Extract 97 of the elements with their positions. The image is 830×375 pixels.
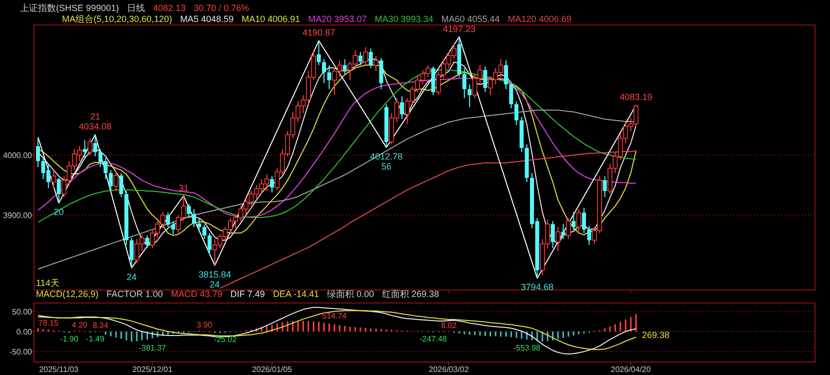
text: MA120 4006.69 xyxy=(508,14,572,24)
candlestick xyxy=(587,225,592,246)
candlestick xyxy=(368,48,373,69)
annotation: -247.48 xyxy=(420,334,448,344)
y-tick-label: 0.00 xyxy=(16,327,33,336)
annotation: 114天 xyxy=(36,278,60,288)
text: DIF 7.49 xyxy=(230,289,265,299)
candlestick xyxy=(374,56,378,72)
text: 4082.13 xyxy=(153,3,186,13)
annotation: 4197.23 xyxy=(442,24,476,34)
candlestick xyxy=(582,207,586,234)
candlestick xyxy=(192,208,196,228)
candlestick xyxy=(379,57,384,90)
candlestick xyxy=(202,224,206,240)
candlestick xyxy=(358,51,362,66)
annotation: FACTOR 1.00 xyxy=(106,289,163,299)
candlestick xyxy=(322,58,326,84)
x-tick-label: 2026/03/02 xyxy=(428,365,470,374)
candlestick xyxy=(431,66,436,96)
candlestick xyxy=(82,140,87,159)
candlestick xyxy=(561,224,566,240)
candlestick xyxy=(145,234,150,249)
candlestick xyxy=(566,218,571,240)
candlestick xyxy=(400,96,404,120)
annotation: 3815.84 xyxy=(198,270,232,280)
x-tick-label: 2025/11/03 xyxy=(39,365,80,374)
candlestick xyxy=(51,170,56,189)
candlestick xyxy=(166,212,170,228)
legend-title: MA组合(5,10,20,30,60,120) xyxy=(62,14,172,24)
candlestick xyxy=(576,208,582,232)
candlestick xyxy=(556,226,560,252)
text: MA20 3953.07 xyxy=(308,14,367,24)
candlestick xyxy=(208,232,212,255)
candlestick xyxy=(171,220,176,235)
text: 30.70 / 0.76% xyxy=(194,3,250,13)
candlestick xyxy=(468,84,472,108)
annotation: 3.90 xyxy=(196,320,213,330)
x-tick-label: 2025/12/01 xyxy=(132,365,173,374)
chart-title: 上证指数(SHSE 999001) xyxy=(20,3,120,13)
annotation: 21 xyxy=(90,112,100,122)
annotation: 红面积 269.38 xyxy=(382,289,440,299)
annotation: 4083.19 xyxy=(620,92,652,102)
candlestick xyxy=(56,177,61,204)
annotation: 4190.87 xyxy=(302,28,336,38)
annotation: -381.37 xyxy=(138,344,167,353)
candlestick xyxy=(602,176,607,198)
candlestick xyxy=(327,64,332,90)
text: 269.38 xyxy=(642,330,670,340)
y-tick-label: 50.00 xyxy=(12,307,33,316)
annotation: 24 xyxy=(126,272,137,282)
annotation: 8.02 xyxy=(441,321,458,330)
series-label: DEA -14.41 xyxy=(272,289,319,299)
candlestick xyxy=(363,46,368,66)
candlestick xyxy=(119,172,124,198)
annotation: 8.34 xyxy=(92,321,109,330)
y-tick-label: 3900.00 xyxy=(3,211,33,220)
candlestick xyxy=(186,204,191,219)
annotation: 31 xyxy=(178,182,189,193)
y-tick-label: -50.00 xyxy=(9,348,33,357)
annotation: 514.74 xyxy=(322,311,348,320)
text: MA10 4006.91 xyxy=(242,14,300,24)
annotation: -1.90 xyxy=(60,334,79,344)
annotation: -553.98 xyxy=(513,344,541,353)
candlestick xyxy=(504,60,508,90)
annotation: 78.15 xyxy=(38,318,59,328)
annotation: 56 xyxy=(381,161,392,172)
candlestick xyxy=(130,237,134,268)
legend-title: MACD(12,26,9) xyxy=(36,289,99,299)
candlestick xyxy=(316,40,321,66)
text: MA60 4055.44 xyxy=(441,14,500,24)
x-tick-label: 2026/01/05 xyxy=(252,365,293,374)
candlestick xyxy=(342,58,347,75)
x-tick-label: 2026/04/20 xyxy=(610,365,652,374)
text: MACD 43.79 xyxy=(170,289,222,299)
annotation: 4034.08 xyxy=(78,122,112,132)
candlestick xyxy=(93,134,98,157)
candlestick xyxy=(483,66,488,93)
candlestick xyxy=(270,176,274,193)
text: MA5 4048.59 xyxy=(180,14,234,24)
chart-subtitle: 日线 xyxy=(127,3,146,13)
candlestick xyxy=(514,100,518,126)
annotation: -1.49 xyxy=(86,334,105,344)
annotation: 绿面积 0.00 xyxy=(326,289,374,299)
candlestick xyxy=(114,171,118,192)
text: MA30 3993.34 xyxy=(374,14,434,24)
annotation: 4.20 xyxy=(72,320,88,330)
candlestick xyxy=(197,218,202,232)
candlestick xyxy=(550,220,555,249)
candlestick xyxy=(509,81,514,109)
annotation: 24 xyxy=(210,280,220,290)
candlestick xyxy=(88,138,92,156)
annotation: -25.02 xyxy=(214,335,238,344)
candlestick xyxy=(462,68,466,99)
candlestick xyxy=(36,136,40,168)
y-tick-label: 4000.00 xyxy=(3,151,33,160)
candlestick xyxy=(572,212,576,231)
candlestick xyxy=(108,170,113,192)
